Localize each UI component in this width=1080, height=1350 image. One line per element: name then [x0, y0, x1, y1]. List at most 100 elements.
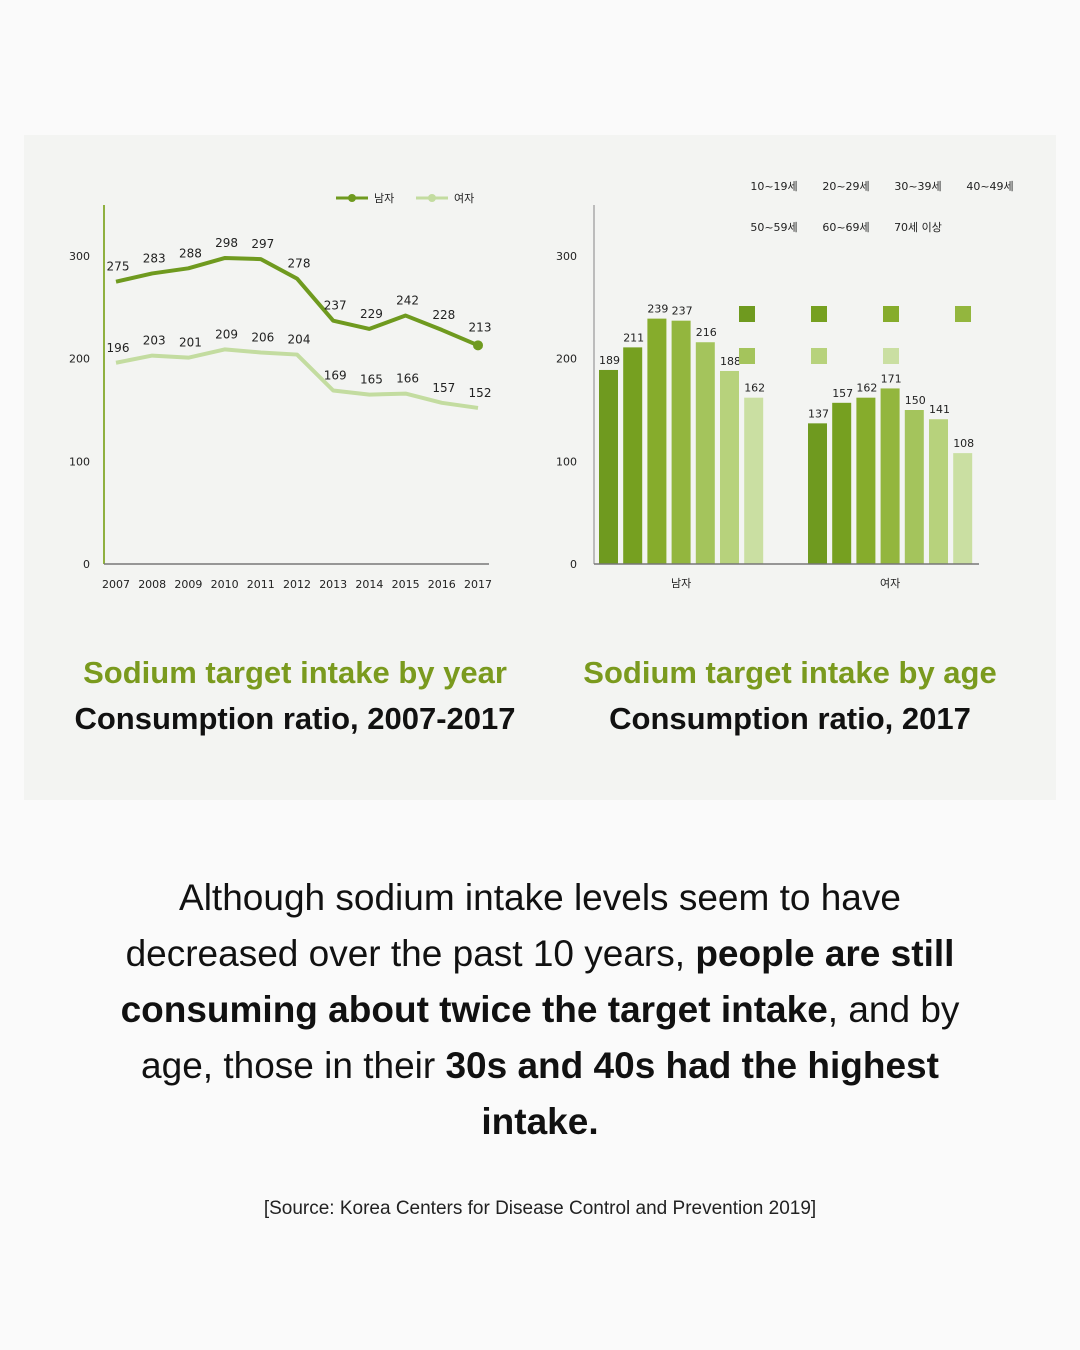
legend-label: 남자 — [374, 192, 394, 205]
line-x-tick-label: 2013 — [319, 578, 347, 591]
legend-label: 20~29세 — [822, 180, 869, 193]
legend-swatch — [883, 348, 899, 364]
line-data-label: 196 — [107, 341, 130, 355]
bar — [744, 397, 764, 564]
bar — [808, 423, 827, 564]
charts-svg: 300 200 100 0 2007 2008 2009 2010 2011 2012 2013 20… — [69, 180, 1014, 591]
bar-data-label: 137 — [808, 407, 829, 420]
legend-swatch — [883, 306, 899, 322]
bar-data-label: 189 — [599, 354, 620, 367]
legend-label: 30~39세 — [894, 180, 941, 193]
line-chart-subtitle: Consumption ratio, 2007-2017 — [74, 701, 516, 736]
bar — [904, 410, 924, 564]
line-data-label: 228 — [432, 308, 455, 322]
line-data-label: 152 — [469, 386, 492, 400]
line-data-label: 242 — [396, 294, 419, 308]
bar-category-label: 여자 — [880, 577, 900, 590]
line-x-tick-label: 2012 — [283, 578, 311, 591]
bar-category-label: 남자 — [671, 577, 691, 590]
summary-bold-1: people are still consuming about twice t… — [120, 933, 955, 1030]
line-x-tick-label: 2008 — [138, 578, 166, 591]
bar-data-label: 239 — [647, 303, 668, 316]
line-chart-caption: Sodium target intake by year Consumption… — [40, 650, 550, 742]
bar-data-label: 108 — [953, 437, 974, 450]
line-data-label: 166 — [396, 372, 419, 386]
legend-swatch — [811, 306, 827, 322]
legend-label: 60~69세 — [822, 221, 869, 234]
line-data-label: 165 — [360, 373, 383, 387]
line-data-label: 206 — [251, 331, 274, 345]
bar-y-tick-label: 0 — [570, 558, 577, 571]
bar — [856, 397, 876, 564]
line-x-tick-label: 2007 — [102, 578, 130, 591]
bar-chart-subtitle: Consumption ratio, 2017 — [609, 701, 971, 736]
summary-part-1: Although sodium intake levels seem to ha… — [125, 877, 901, 974]
line-data-label: 297 — [251, 237, 274, 251]
legend-swatch — [739, 348, 755, 364]
summary-part-2: , and by age, those in their — [141, 989, 960, 1086]
line-data-label: 283 — [143, 251, 166, 265]
line-x-tick-label: 2011 — [247, 578, 275, 591]
line-x-tick-label: 2017 — [464, 578, 492, 591]
legend-label: 10~19세 — [750, 180, 797, 193]
legend-swatch — [811, 348, 827, 364]
legend-marker — [428, 194, 436, 202]
line-y-tick-label: 0 — [83, 558, 90, 571]
bar-data-label: 162 — [744, 382, 765, 395]
bar-data-label: 211 — [623, 331, 644, 344]
line-x-tick-label: 2009 — [174, 578, 202, 591]
bar-data-label: 188 — [720, 355, 741, 368]
bar — [880, 388, 900, 564]
chart-panel: 300 200 100 0 2007 2008 2009 2010 2011 2012 2013 20… — [24, 135, 1056, 800]
bar-y-tick-label: 100 — [556, 455, 577, 468]
bar — [671, 320, 691, 564]
line-y-tick-label: 100 — [69, 455, 90, 468]
line-data-label: 209 — [215, 327, 238, 341]
bar — [695, 342, 715, 564]
line-y-tick-label: 200 — [69, 353, 90, 366]
bar-chart-title: Sodium target intake by age — [583, 655, 997, 690]
line-data-label: 278 — [288, 257, 311, 271]
bar-data-label: 171 — [881, 372, 902, 385]
bar-y-tick-label: 200 — [556, 353, 577, 366]
line-x-tick-label: 2010 — [211, 578, 239, 591]
legend-swatch — [739, 306, 755, 322]
line-x-tick-label: 2015 — [392, 578, 420, 591]
line-chart-title: Sodium target intake by year — [83, 655, 507, 690]
bar-y-tick-label: 300 — [556, 250, 577, 263]
bar — [953, 453, 973, 564]
source-note: [Source: Korea Centers for Disease Contr… — [263, 1198, 817, 1219]
bar — [720, 370, 739, 564]
line-data-label: 204 — [288, 333, 311, 347]
bar — [832, 402, 852, 564]
legend-label: 여자 — [454, 192, 474, 205]
bar — [623, 347, 643, 564]
bar — [929, 419, 948, 564]
bar-data-label: 150 — [905, 394, 926, 407]
bar-data-label: 162 — [856, 382, 877, 395]
line-data-label: 275 — [107, 260, 130, 274]
bar-data-label: 216 — [696, 326, 717, 339]
line-data-label: 288 — [179, 246, 202, 260]
line-series-2 — [115, 347, 479, 410]
legend-marker — [348, 194, 356, 202]
summary-text: Although sodium intake levels seem to ha… — [90, 870, 990, 1150]
legend-label: 50~59세 — [750, 221, 797, 234]
summary-bold-2: 30s and 40s had the highest intake. — [445, 1045, 939, 1142]
bar — [647, 318, 667, 564]
line-data-label: 169 — [324, 368, 347, 382]
bar-data-label: 237 — [672, 305, 693, 318]
line-x-tick-label: 2014 — [355, 578, 383, 591]
legend-label: 70세 이상 — [894, 221, 942, 234]
bar-chart-caption: Sodium target intake by age Consumption … — [540, 650, 1040, 742]
bar-data-label: 141 — [929, 403, 950, 416]
line-x-tick-label: 2016 — [428, 578, 456, 591]
line-data-label: 229 — [360, 307, 383, 321]
line-y-tick-label: 300 — [69, 250, 90, 263]
bar — [599, 369, 618, 564]
legend-swatch — [955, 306, 971, 322]
line-data-label: 237 — [324, 299, 347, 313]
line-point — [473, 340, 483, 351]
line-data-label: 213 — [469, 320, 492, 334]
bar-data-label: 157 — [832, 387, 853, 400]
